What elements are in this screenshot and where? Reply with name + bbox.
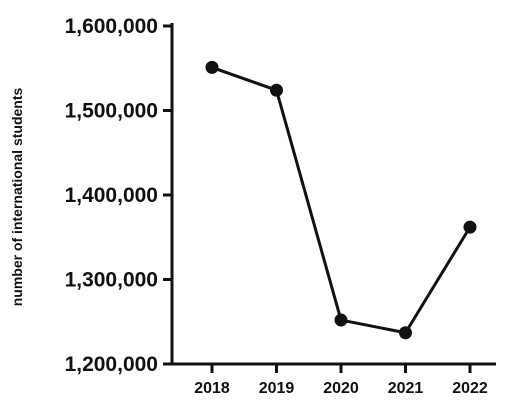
data-point-2020 [334,313,348,327]
y-tick-label: 1,600,000 [65,15,158,38]
data-point-2022 [463,220,477,234]
axes [170,23,496,366]
series-line [211,65,472,335]
series-lines [211,65,472,335]
x-tick-label: 2018 [194,380,230,397]
y-axis-title: number of international students [9,88,25,307]
y-tick-label: 1,300,000 [65,269,158,292]
series-points [205,60,477,340]
y-ticks: 1,200,000 1,300,000 1,400,000 1,500,000 1,60… [65,15,172,376]
x-tick-label: 2021 [388,380,424,397]
y-tick-label: 1,200,000 [65,353,158,376]
data-point-2018 [205,60,219,74]
y-tick-label: 1,500,000 [65,100,158,123]
data-point-2021 [399,326,412,340]
data-point-2019 [270,83,283,97]
x-tick-label: 2019 [259,380,295,397]
y-tick-label: 1,400,000 [65,184,158,207]
x-tick-label: 2022 [452,380,488,397]
x-ticks: 2018 2019 2020 2021 2022 [194,364,488,397]
x-tick-label: 2020 [323,380,359,397]
